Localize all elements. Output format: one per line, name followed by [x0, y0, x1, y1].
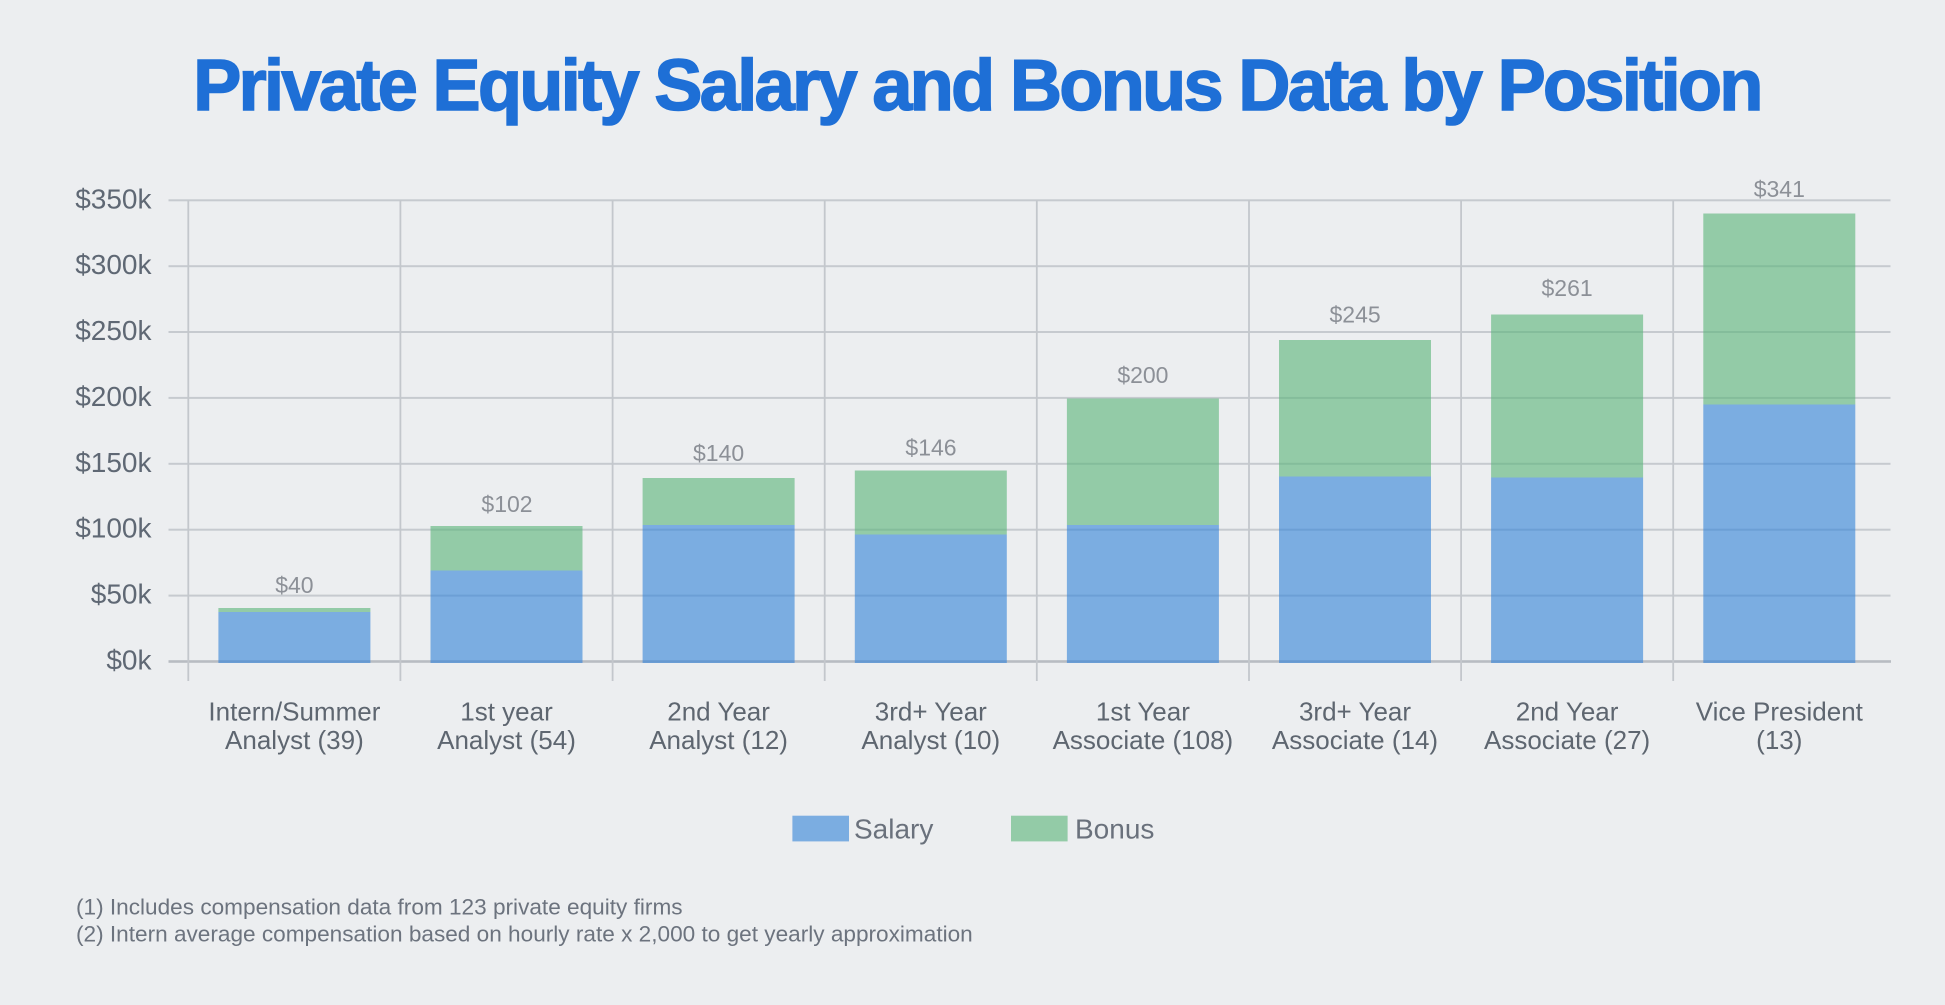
svg-text:$200k: $200k: [75, 381, 152, 412]
svg-text:Associate (14): Associate (14): [1272, 725, 1438, 755]
svg-text:Analyst (54): Analyst (54): [437, 725, 576, 755]
svg-text:Associate (108): Associate (108): [1053, 725, 1234, 755]
svg-text:Private Equity Salary and Bonu: Private Equity Salary and Bonus Data by …: [193, 46, 1761, 126]
svg-text:$341: $341: [1754, 176, 1805, 202]
svg-text:$200: $200: [1117, 362, 1168, 388]
svg-text:Salary: Salary: [854, 814, 933, 845]
svg-text:3rd+ Year: 3rd+ Year: [1299, 697, 1411, 727]
svg-text:2nd Year: 2nd Year: [667, 697, 770, 727]
svg-text:$261: $261: [1542, 275, 1593, 301]
svg-text:$350k: $350k: [75, 183, 152, 214]
svg-text:$245: $245: [1330, 302, 1381, 328]
svg-text:$250k: $250k: [75, 315, 152, 346]
svg-text:1st year: 1st year: [460, 697, 553, 727]
svg-text:$102: $102: [481, 491, 532, 517]
svg-text:(13): (13): [1756, 725, 1802, 755]
svg-text:Analyst (10): Analyst (10): [861, 725, 1000, 755]
svg-text:$146: $146: [905, 435, 956, 461]
svg-text:(1) Includes compensation data: (1) Includes compensation data from 123 …: [76, 895, 683, 920]
svg-text:Intern/Summer: Intern/Summer: [208, 697, 380, 727]
svg-text:1st Year: 1st Year: [1096, 697, 1190, 727]
svg-text:$50k: $50k: [91, 579, 153, 610]
svg-text:$100k: $100k: [75, 513, 152, 544]
svg-text:Bonus: Bonus: [1075, 814, 1154, 845]
svg-text:Vice President: Vice President: [1696, 697, 1864, 727]
svg-text:Analyst (12): Analyst (12): [649, 725, 788, 755]
svg-text:2nd Year: 2nd Year: [1516, 697, 1619, 727]
svg-text:(2) Intern average compensatio: (2) Intern average compensation based on…: [76, 922, 973, 947]
svg-text:Associate (27): Associate (27): [1484, 725, 1650, 755]
svg-text:Analyst (39): Analyst (39): [225, 725, 364, 755]
svg-text:$0k: $0k: [106, 645, 152, 676]
svg-text:$40: $40: [275, 572, 313, 598]
svg-text:$150k: $150k: [75, 447, 152, 478]
svg-text:3rd+ Year: 3rd+ Year: [875, 697, 987, 727]
svg-text:$140: $140: [693, 440, 744, 466]
svg-text:$300k: $300k: [75, 249, 152, 280]
